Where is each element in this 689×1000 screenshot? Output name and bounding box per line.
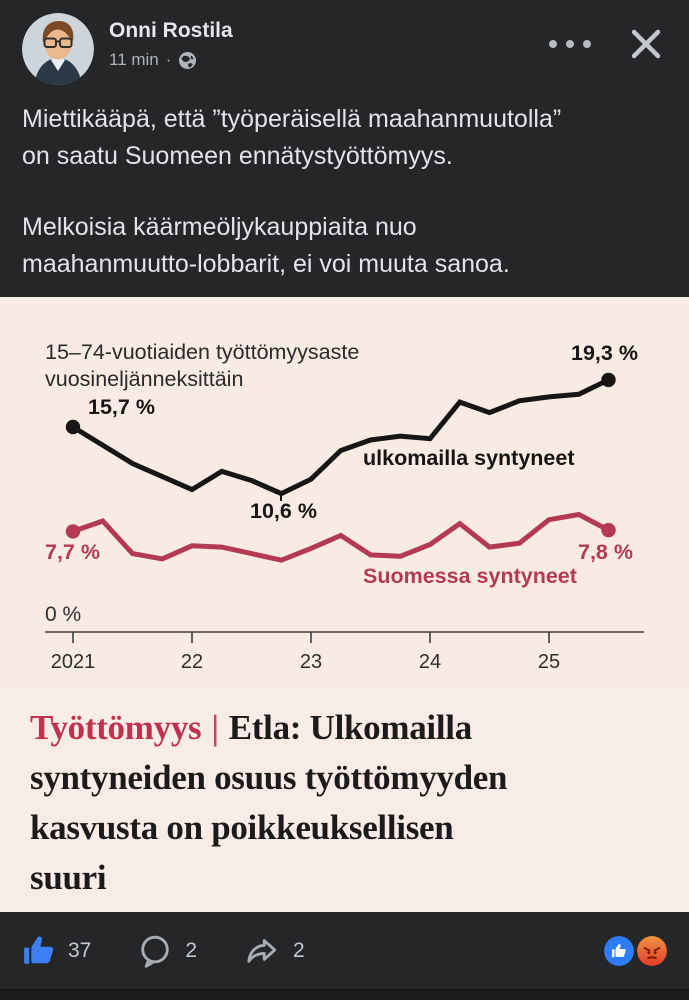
post-text: Miettikääpä, että ”työperäisellä maahanm… bbox=[0, 85, 689, 297]
share-count-button[interactable]: 2 bbox=[243, 933, 305, 969]
x-axis-tick-label: 25 bbox=[538, 651, 560, 673]
series-endpoint-dot bbox=[601, 522, 616, 538]
article-headline[interactable]: Työttömyys | Etla: Ulkomailla syntyneiden … bbox=[0, 687, 689, 912]
x-axis-tick-label: 24 bbox=[419, 651, 441, 673]
post-actions-bar: 37 2 2 bbox=[0, 912, 689, 989]
angry-reaction-icon bbox=[637, 935, 667, 966]
label-black-end: 19,3 % bbox=[571, 341, 638, 365]
more-options-button[interactable] bbox=[547, 32, 593, 56]
shared-article-image[interactable]: 15–74-vuotiaiden työttömyysaste vuosinel… bbox=[0, 297, 689, 912]
comment-count: 2 bbox=[185, 938, 198, 962]
headline-line-1: Työttömyys | Etla: Ulkomailla bbox=[30, 703, 659, 753]
reaction-badges[interactable] bbox=[604, 935, 667, 966]
x-axis-ticks: 2021 22 23 24 25 bbox=[51, 632, 560, 673]
post-text-line: on saatu Suomeen ennätystyöttömyys. bbox=[22, 142, 453, 170]
post-text-line bbox=[22, 175, 667, 209]
share-count: 2 bbox=[293, 938, 305, 962]
comment-icon bbox=[141, 935, 170, 968]
author-name[interactable]: Onni Rostila bbox=[109, 19, 233, 42]
label-red-start: 7,7 % bbox=[45, 540, 100, 564]
headline-title-start: Etla: Ulkomailla bbox=[228, 708, 472, 747]
x-axis-tick-label: 23 bbox=[300, 651, 322, 673]
headline-rest-lines: syntyneiden osuus työttömyyden kasvusta o… bbox=[30, 753, 659, 903]
close-icon bbox=[631, 29, 661, 59]
headline-line: suuri bbox=[30, 858, 107, 897]
timestamp: 11 min bbox=[109, 50, 159, 69]
chart-series bbox=[65, 372, 616, 563]
bottom-divider bbox=[0, 989, 689, 1000]
post-text-line: Melkoisia käärmeöljykauppiaita nuo bbox=[22, 213, 417, 241]
like-count: 37 bbox=[68, 938, 92, 962]
thumbs-up-icon bbox=[24, 935, 54, 964]
y-axis-zero-label: 0 % bbox=[45, 603, 81, 626]
meta-separator: · bbox=[165, 50, 172, 69]
series-line-1 bbox=[72, 511, 610, 563]
label-red-end: 7,8 % bbox=[578, 540, 633, 564]
post-header: Onni Rostila 11 min · bbox=[0, 0, 689, 85]
post-meta: 11 min · bbox=[109, 50, 233, 70]
series-label-finnish-born: Suomessa syntyneet bbox=[363, 564, 577, 588]
series-endpoint-dot bbox=[65, 419, 81, 435]
avatar[interactable] bbox=[22, 13, 94, 85]
chart-title-line2: vuosineljänneksittäin bbox=[45, 367, 243, 391]
like-reaction-icon bbox=[604, 935, 634, 966]
series-endpoint-dot bbox=[601, 372, 616, 388]
close-button[interactable] bbox=[623, 23, 669, 65]
label-black-min: 10,6 % bbox=[250, 499, 317, 523]
series-line-0 bbox=[71, 377, 610, 497]
header-actions bbox=[547, 13, 669, 65]
headline-kicker: Työttömyys bbox=[30, 708, 202, 747]
headline-line: syntyneiden osuus työttömyyden bbox=[30, 758, 508, 797]
chart-title-line1: 15–74-vuotiaiden työttömyysaste bbox=[45, 340, 359, 364]
headline-separator: | bbox=[211, 708, 219, 747]
series-label-foreign-born: ulkomailla syntyneet bbox=[363, 446, 575, 470]
x-axis-tick-label: 22 bbox=[181, 651, 203, 673]
series-endpoint-dot bbox=[65, 524, 81, 539]
post-header-text: Onni Rostila 11 min · bbox=[109, 13, 233, 70]
globe-icon bbox=[179, 51, 197, 69]
comment-count-button[interactable]: 2 bbox=[137, 933, 197, 969]
share-icon bbox=[247, 938, 277, 963]
label-black-start: 15,7 % bbox=[88, 395, 155, 419]
post-text-line: Miettikääpä, että ”työperäisellä maahanm… bbox=[22, 105, 562, 133]
x-axis-tick-label: 2021 bbox=[51, 651, 96, 673]
headline-line: kasvusta on poikkeuksellisen bbox=[30, 808, 454, 847]
unemployment-chart: 15–74-vuotiaiden työttömyysaste vuosinel… bbox=[45, 340, 644, 673]
avatar-portrait bbox=[22, 13, 94, 85]
post-text-line: maahanmuutto-lobbarit, ei voi muuta sano… bbox=[22, 250, 510, 278]
like-count-button[interactable]: 37 bbox=[22, 934, 91, 968]
